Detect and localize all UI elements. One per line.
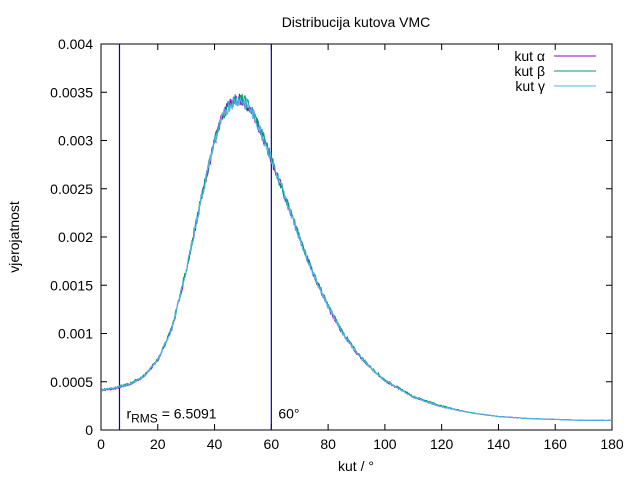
x-tick-label: 140 [487, 436, 511, 452]
legend-label: kut γ [515, 78, 545, 94]
y-tick-label: 0.003 [58, 133, 93, 149]
x-tick-label: 60 [264, 436, 280, 452]
series-line [100, 96, 613, 422]
rms-annotation: rRMS = 6.5091 [126, 406, 216, 426]
x-tick-label: 80 [320, 436, 336, 452]
y-tick-label: 0.001 [58, 326, 93, 342]
y-tick-label: 0.002 [58, 229, 93, 245]
y-tick-label: 0.0015 [50, 277, 93, 293]
plot-border [100, 43, 613, 431]
series-line [100, 93, 613, 422]
plot-area: 0 20 40 60 80 100 120 140 160 180 0 0.0005 0.001 0.00… [50, 36, 624, 452]
y-axis-label: vjerojatnost [6, 201, 22, 273]
x-tick-label: 0 [97, 436, 105, 452]
y-tick-label: 0.0005 [50, 374, 93, 390]
chart-title: Distribucija kutova VMC [282, 14, 431, 30]
legend-label: kut α [514, 48, 545, 64]
x-tick-label: 160 [544, 436, 568, 452]
x-tick-label: 180 [600, 436, 624, 452]
x-axis-label: kut / ° [338, 458, 374, 474]
y-tick-label: 0.004 [58, 36, 93, 52]
x-tick-label: 40 [207, 436, 223, 452]
x-tick-label: 20 [150, 436, 166, 452]
legend-label: kut β [514, 63, 545, 79]
x-tick-label: 120 [430, 436, 454, 452]
series-line [100, 93, 613, 422]
y-tick-label: 0.0025 [50, 181, 93, 197]
x-tick-label: 100 [373, 436, 397, 452]
angle-60-annotation: 60° [278, 406, 299, 422]
y-tick-label: 0 [85, 422, 93, 438]
y-tick-label: 0.0035 [50, 84, 93, 100]
